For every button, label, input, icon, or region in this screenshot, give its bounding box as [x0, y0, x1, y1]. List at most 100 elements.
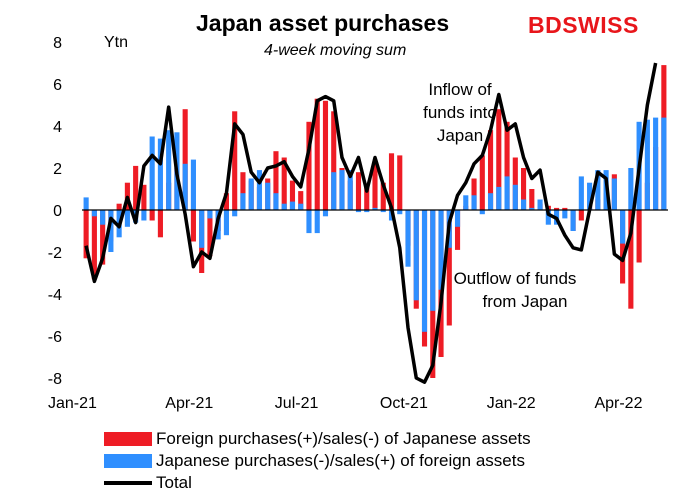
japanese-bar — [248, 178, 254, 210]
foreign-bar — [397, 155, 403, 210]
japanese-bar — [331, 172, 337, 210]
foreign-bar — [388, 153, 395, 210]
foreign-bar — [554, 207, 560, 210]
legend-swatch-total — [104, 481, 152, 485]
foreign-bar — [504, 121, 510, 210]
foreign-bar — [496, 109, 502, 210]
y-tick-label: -2 — [48, 245, 62, 262]
foreign-bar — [83, 210, 89, 259]
legend-item-japanese: Japanese purchases(-)/sales(+) of foreig… — [104, 450, 531, 472]
japanese-bar — [661, 117, 667, 210]
japanese-bar — [207, 210, 213, 219]
foreign-bar — [141, 184, 147, 210]
foreign-bar — [298, 191, 304, 210]
foreign-bar — [487, 130, 494, 210]
japanese-bar — [438, 210, 444, 290]
foreign-bar — [100, 210, 106, 265]
japanese-bar — [628, 168, 634, 210]
foreign-bar — [157, 210, 163, 238]
japanese-bar — [223, 210, 229, 236]
foreign-bar — [306, 121, 312, 210]
y-tick-label: 4 — [53, 119, 62, 136]
foreign-bar — [578, 210, 584, 221]
x-axis: Jan-21 Apr-21 Jul-21 Oct-21 Jan-22 Apr-22 — [48, 395, 643, 412]
japanese-bar — [578, 176, 584, 210]
japanese-bar — [545, 210, 551, 225]
japanese-bar — [314, 210, 320, 234]
japanese-bar — [289, 201, 296, 210]
legend-swatch-foreign — [104, 432, 152, 446]
japanese-bar — [91, 210, 97, 217]
japanese-bar — [562, 210, 568, 219]
japanese-bar — [479, 210, 485, 215]
total-series — [84, 62, 658, 384]
foreign-bar — [380, 182, 386, 210]
foreign-bar — [446, 210, 452, 326]
japanese-bar — [339, 170, 345, 210]
annotation-text: funds into — [423, 103, 497, 122]
foreign-bar — [149, 210, 155, 221]
brand-logo: BDSWISS — [528, 12, 639, 38]
japanese-bar — [405, 210, 411, 267]
japanese-bar — [347, 170, 353, 210]
annotations: Inflow of funds into Japan Outflow of funds… — [423, 80, 576, 311]
japanese-bar — [190, 159, 196, 210]
foreign-bar — [232, 111, 238, 210]
x-tick-label: Apr-21 — [165, 395, 213, 412]
y-axis: 8 6 4 2 0 -2 -4 -6 -8 — [48, 35, 62, 388]
foreign-bar — [207, 210, 213, 257]
japanese-bar — [355, 210, 362, 213]
japanese-bar — [149, 136, 155, 210]
japanese-bar — [100, 210, 106, 225]
foreign-bar — [372, 163, 378, 210]
japanese-bar — [570, 210, 576, 231]
japanese-bar — [108, 210, 114, 252]
foreign-bar — [289, 180, 296, 210]
japanese-bar — [529, 207, 535, 210]
japanese-bar — [653, 117, 659, 210]
japanese-bar — [372, 207, 378, 210]
foreign-bar — [364, 184, 370, 210]
japanese-bar — [265, 182, 271, 210]
legend-swatch-japanese — [104, 454, 152, 468]
japanese-bar — [83, 197, 89, 210]
legend-item-foreign: Foreign purchases(+)/sales(-) of Japanes… — [104, 428, 531, 450]
japanese-bar — [273, 193, 279, 210]
japanese-bar — [397, 210, 403, 215]
japanese-bar — [595, 170, 601, 210]
japanese-bar — [256, 170, 263, 210]
foreign-bar — [314, 98, 320, 210]
japanese-bar — [504, 176, 510, 210]
foreign-bar — [355, 172, 362, 210]
japanese-bar — [454, 210, 461, 227]
legend-label-japanese: Japanese purchases(-)/sales(+) of foreig… — [156, 451, 525, 470]
foreign-bar — [454, 210, 461, 250]
foreign-bar — [521, 168, 527, 210]
x-tick-label: Jan-22 — [487, 395, 536, 412]
foreign-bar — [331, 111, 337, 210]
japanese-bar — [199, 210, 205, 248]
annotation-text: Outflow of funds — [454, 269, 577, 288]
japanese-bar — [240, 193, 246, 210]
x-tick-label: Apr-22 — [594, 395, 642, 412]
foreign-bar — [529, 189, 535, 210]
y-axis-unit-label: Ytn — [104, 34, 128, 51]
japanese-bar — [157, 138, 163, 210]
foreign-bar — [116, 203, 122, 210]
japanese-bar — [166, 130, 172, 210]
japanese-bar — [487, 193, 494, 210]
legend-label-foreign: Foreign purchases(+)/sales(-) of Japanes… — [156, 429, 531, 448]
foreign-bar — [190, 210, 196, 242]
y-tick-label: 6 — [53, 77, 62, 94]
japanese-bar — [232, 210, 238, 217]
annotation-text: from Japan — [482, 292, 567, 311]
legend-label-total: Total — [156, 473, 192, 492]
japanese-bar — [512, 184, 518, 210]
japanese-bar — [463, 195, 469, 210]
foreign-bar — [479, 155, 485, 210]
foreign-bar — [133, 165, 139, 210]
x-tick-label: Jan-21 — [48, 395, 97, 412]
japanese-bar — [620, 210, 626, 244]
